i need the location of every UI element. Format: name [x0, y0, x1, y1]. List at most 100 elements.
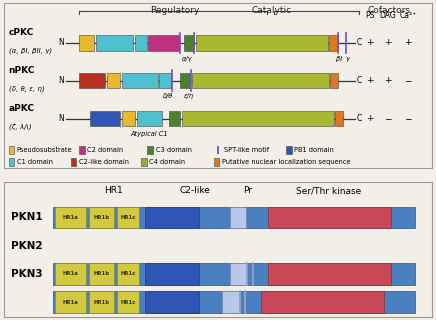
Bar — [160, 73, 171, 89]
Text: Cofactors: Cofactors — [368, 6, 410, 15]
Bar — [192, 73, 329, 89]
Text: aPKC: aPKC — [9, 104, 34, 113]
Bar — [107, 73, 120, 89]
Text: δ/θ: δ/θ — [164, 93, 174, 100]
Bar — [55, 263, 85, 284]
Text: (α, βI, βII, γ): (α, βI, βII, γ) — [9, 48, 52, 54]
Bar — [145, 263, 199, 284]
Text: C: C — [357, 114, 362, 123]
Text: PB1 domain: PB1 domain — [294, 147, 334, 153]
Bar — [145, 207, 199, 228]
Text: Ser/Thr kinase: Ser/Thr kinase — [296, 187, 362, 196]
Text: Regulatory: Regulatory — [150, 6, 200, 15]
Text: α/γ: α/γ — [182, 56, 192, 61]
Bar — [269, 263, 392, 284]
Bar — [54, 263, 415, 284]
Text: +: + — [366, 38, 374, 47]
Bar — [89, 291, 114, 313]
Text: nPKC: nPKC — [9, 66, 35, 75]
Bar — [89, 263, 114, 284]
Text: −: − — [404, 76, 412, 85]
Bar — [117, 263, 139, 284]
Bar — [141, 158, 146, 166]
Bar — [71, 158, 76, 166]
Text: N: N — [58, 114, 64, 123]
Bar — [230, 207, 246, 228]
Bar — [122, 73, 158, 89]
Bar — [329, 35, 337, 51]
Bar — [169, 111, 180, 126]
Text: HR1c: HR1c — [120, 271, 136, 276]
Text: (ζ, λ/ι): (ζ, λ/ι) — [9, 124, 31, 130]
Text: cPKC: cPKC — [9, 28, 34, 37]
Text: Ca²⁺: Ca²⁺ — [399, 12, 417, 20]
Text: +: + — [384, 76, 392, 85]
Text: PKN2: PKN2 — [11, 241, 43, 251]
Text: C3 domain: C3 domain — [156, 147, 191, 153]
Text: C2-like domain: C2-like domain — [79, 159, 129, 165]
Bar — [90, 111, 120, 126]
Text: HR1b: HR1b — [93, 215, 109, 220]
Text: C: C — [357, 38, 362, 47]
Text: PKN1: PKN1 — [11, 212, 43, 222]
Text: C: C — [357, 76, 362, 85]
Bar — [261, 291, 384, 313]
Bar — [230, 263, 246, 284]
Text: +: + — [404, 38, 412, 47]
Text: βI: βI — [336, 56, 342, 61]
Bar — [122, 111, 135, 126]
Bar — [54, 291, 415, 313]
Bar — [145, 291, 199, 313]
Bar — [137, 111, 163, 126]
Text: N: N — [58, 76, 64, 85]
Bar — [79, 146, 85, 154]
Bar — [269, 207, 392, 228]
Bar — [180, 73, 190, 89]
Bar — [330, 73, 338, 89]
Text: HR1: HR1 — [104, 187, 123, 196]
Text: +: + — [384, 38, 392, 47]
Text: HR1b: HR1b — [93, 300, 109, 305]
Text: SPT-like motif: SPT-like motif — [224, 147, 269, 153]
Text: +: + — [366, 114, 374, 123]
Bar — [55, 291, 85, 313]
Text: DAG: DAG — [380, 12, 396, 20]
Text: N: N — [58, 38, 64, 47]
Bar — [335, 111, 343, 126]
Text: +: + — [366, 76, 374, 85]
Text: HR1c: HR1c — [120, 300, 136, 305]
Text: −: − — [384, 114, 392, 123]
Text: HR1a: HR1a — [62, 215, 78, 220]
Text: Pr: Pr — [243, 187, 252, 196]
Bar — [96, 35, 133, 51]
Bar — [54, 207, 415, 228]
Bar — [79, 73, 105, 89]
Text: PS: PS — [365, 12, 375, 20]
Bar — [182, 111, 334, 126]
Bar — [9, 146, 14, 154]
Bar — [184, 35, 194, 51]
Text: C4 domain: C4 domain — [149, 159, 185, 165]
Bar — [214, 158, 219, 166]
Text: −: − — [404, 114, 412, 123]
Bar — [222, 291, 238, 313]
Text: ε/η: ε/η — [184, 93, 194, 100]
Bar — [9, 158, 14, 166]
Text: Putative nuclear localization sequence: Putative nuclear localization sequence — [222, 159, 351, 165]
Text: Catalytic: Catalytic — [251, 6, 292, 15]
Bar — [117, 207, 139, 228]
Text: C2-like: C2-like — [179, 187, 210, 196]
Text: HR1b: HR1b — [93, 271, 109, 276]
Bar — [147, 146, 153, 154]
Text: C1 domain: C1 domain — [17, 159, 53, 165]
Text: HR1c: HR1c — [120, 215, 136, 220]
Bar — [148, 35, 179, 51]
Text: γ: γ — [345, 56, 349, 61]
Bar — [286, 146, 292, 154]
Text: (δ, θ, ε, η): (δ, θ, ε, η) — [9, 86, 44, 92]
Text: Atypical C1: Atypical C1 — [131, 131, 168, 138]
Text: PKN3: PKN3 — [11, 269, 43, 279]
Bar — [55, 207, 85, 228]
Bar — [196, 35, 328, 51]
Text: HR1a: HR1a — [62, 300, 78, 305]
